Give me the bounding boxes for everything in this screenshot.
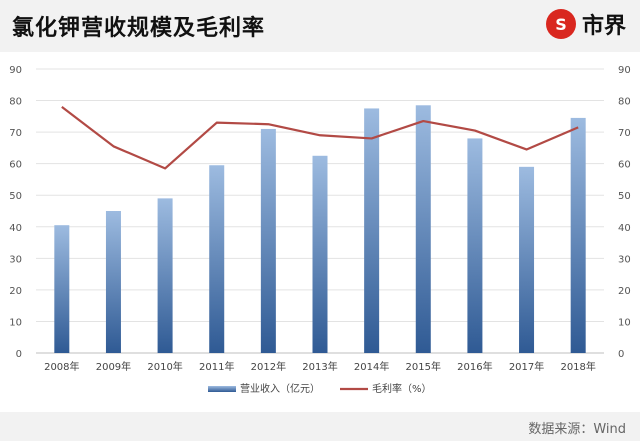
chart-area: 0 10 20 30 40 50 60 70 80 90 0 10 20 30 40 50 60 70 80 90 20… bbox=[0, 52, 640, 412]
y-tick-label: 90 bbox=[9, 65, 22, 76]
y-tick-label: 80 bbox=[9, 97, 22, 108]
x-tick-label: 2011年 bbox=[199, 360, 234, 373]
y-tick-label: 0 bbox=[16, 349, 22, 360]
y2-tick-label: 10 bbox=[618, 317, 631, 328]
x-tick-label: 2016年 bbox=[457, 360, 492, 373]
x-tick-label: 2012年 bbox=[251, 360, 286, 373]
x-tick-label: 2008年 bbox=[44, 360, 79, 373]
bar bbox=[415, 105, 431, 354]
x-tick-label: 2015年 bbox=[406, 360, 441, 373]
x-tick-label: 2018年 bbox=[560, 360, 595, 373]
footer: 数据来源：Wind bbox=[0, 412, 640, 441]
bar bbox=[157, 198, 173, 353]
y2-tick-label: 50 bbox=[618, 191, 631, 202]
x-tick-label: 2017年 bbox=[509, 360, 544, 373]
bar bbox=[312, 155, 328, 353]
y-tick-label: 30 bbox=[9, 254, 22, 265]
x-tick-label: 2009年 bbox=[96, 360, 131, 373]
y-tick-label: 60 bbox=[9, 160, 22, 171]
y-tick-label: 20 bbox=[9, 286, 22, 297]
bar bbox=[260, 128, 276, 353]
y2-tick-label: 40 bbox=[618, 223, 631, 234]
legend-swatch-revenue bbox=[208, 386, 236, 392]
legend-label-margin: 毛利率（%） bbox=[372, 382, 432, 395]
y2-tick-label: 0 bbox=[618, 349, 624, 360]
y2-tick-label: 30 bbox=[618, 254, 631, 265]
y-tick-label: 50 bbox=[9, 191, 22, 202]
page-title: 氯化钾营收规模及毛利率 bbox=[12, 16, 266, 41]
combo-chart: 0 10 20 30 40 50 60 70 80 90 0 10 20 30 40 50 60 70 80 90 20… bbox=[9, 65, 631, 395]
bar bbox=[209, 165, 225, 353]
x-tick-label: 2014年 bbox=[354, 360, 389, 373]
bar bbox=[519, 166, 535, 353]
x-tick-label: 2013年 bbox=[302, 360, 337, 373]
y-tick-label: 10 bbox=[9, 317, 22, 328]
data-source: 数据来源：Wind bbox=[528, 422, 626, 437]
y2-tick-label: 70 bbox=[618, 128, 631, 139]
bar bbox=[54, 225, 70, 353]
bar bbox=[364, 108, 380, 353]
logo: S 市界 bbox=[545, 8, 626, 40]
x-tick-label: 2010年 bbox=[147, 360, 182, 373]
bar bbox=[467, 138, 483, 353]
y2-tick-label: 90 bbox=[618, 65, 631, 76]
y2-tick-label: 20 bbox=[618, 286, 631, 297]
logo-text: 市界 bbox=[581, 14, 626, 39]
header: 氯化钾营收规模及毛利率 S 市界 bbox=[0, 0, 640, 52]
y2-tick-label: 80 bbox=[618, 97, 631, 108]
y-tick-label: 70 bbox=[9, 128, 22, 139]
logo-mark-icon: S bbox=[545, 9, 576, 39]
bar bbox=[105, 211, 121, 353]
y2-tick-label: 60 bbox=[618, 160, 631, 171]
y-tick-label: 40 bbox=[9, 223, 22, 234]
legend-label-revenue: 营业收入（亿元） bbox=[240, 382, 320, 395]
bar bbox=[570, 117, 586, 354]
margin-line bbox=[61, 105, 579, 170]
